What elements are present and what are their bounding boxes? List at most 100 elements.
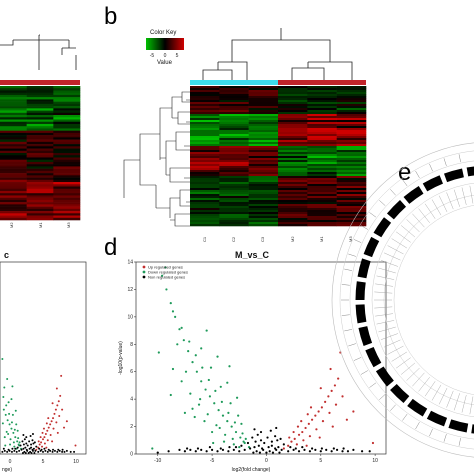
data-point bbox=[252, 451, 255, 454]
data-point bbox=[306, 413, 309, 416]
heatmap-cell bbox=[190, 168, 220, 171]
data-point bbox=[8, 412, 11, 415]
data-point bbox=[34, 449, 37, 452]
heatmap-cell bbox=[53, 213, 81, 216]
circos-tick bbox=[406, 219, 420, 233]
data-point bbox=[191, 361, 194, 364]
data-point bbox=[184, 370, 188, 373]
heatmap-cell bbox=[248, 198, 279, 201]
heatmap-cell bbox=[190, 134, 220, 137]
heatmap-cell bbox=[278, 114, 308, 117]
heatmap-cell bbox=[219, 144, 249, 147]
heatmap-cell bbox=[278, 144, 308, 147]
heatmap-cell bbox=[219, 94, 249, 97]
legend-marker-non bbox=[142, 275, 146, 279]
heatmap-cell bbox=[190, 206, 220, 209]
data-point bbox=[231, 437, 234, 441]
heatmap-cell bbox=[278, 180, 308, 183]
heatmap-cell bbox=[190, 148, 220, 151]
heatmap-cell bbox=[0, 126, 27, 129]
circos-tick bbox=[378, 267, 396, 274]
data-point bbox=[43, 442, 46, 445]
data-point bbox=[23, 438, 26, 441]
circos-segment bbox=[422, 175, 444, 192]
heatmap-cell bbox=[0, 197, 27, 201]
heatmap-cell bbox=[0, 86, 27, 89]
heatmap-cell bbox=[219, 206, 249, 209]
heatmap-cell bbox=[278, 96, 308, 99]
data-point bbox=[58, 414, 61, 417]
heatmap-cell bbox=[248, 180, 279, 183]
data-point bbox=[61, 450, 64, 453]
heatmap-cell bbox=[0, 150, 27, 154]
circos-tick bbox=[461, 187, 467, 205]
data-point bbox=[31, 432, 34, 435]
data-point bbox=[328, 411, 331, 414]
data-point bbox=[319, 387, 322, 390]
heatmap-cell bbox=[248, 110, 279, 113]
data-point bbox=[279, 437, 282, 441]
heatmap-cell bbox=[26, 159, 54, 163]
circos-tick bbox=[412, 372, 425, 387]
heatmap-cell bbox=[219, 138, 249, 141]
heatmap-cell bbox=[336, 214, 367, 217]
data-point bbox=[229, 402, 232, 405]
data-point bbox=[60, 374, 63, 377]
data-point bbox=[188, 340, 191, 343]
heatmap-cell bbox=[53, 128, 81, 131]
heatmap-cell bbox=[278, 188, 308, 191]
heatmap-cell bbox=[190, 154, 220, 157]
heatmap-cell bbox=[336, 118, 367, 121]
data-point bbox=[44, 449, 47, 452]
data-point bbox=[56, 431, 59, 434]
heatmap-cell bbox=[0, 173, 27, 176]
heatmap-cell bbox=[307, 136, 337, 139]
circos-tick bbox=[353, 239, 362, 243]
plot-frame bbox=[135, 261, 387, 455]
heatmap-cell bbox=[278, 202, 308, 205]
data-point bbox=[309, 406, 313, 409]
heatmap-cell bbox=[0, 135, 27, 138]
data-point bbox=[244, 437, 247, 441]
heatmap-cell bbox=[0, 182, 27, 185]
legend-marker-down bbox=[142, 270, 146, 274]
heatmap-cell bbox=[307, 134, 337, 137]
heatmap-cell bbox=[26, 177, 54, 181]
heatmap-cell bbox=[0, 139, 27, 143]
data-point bbox=[59, 394, 62, 397]
heatmap-cell bbox=[336, 208, 367, 211]
heatmap-cell bbox=[307, 194, 337, 197]
heatmap-cell bbox=[248, 88, 279, 91]
heatmap-cell bbox=[278, 176, 308, 179]
circos-segment bbox=[357, 258, 371, 279]
data-point bbox=[334, 403, 338, 406]
data-point bbox=[246, 441, 250, 445]
heatmap-cell bbox=[278, 220, 308, 223]
data-point bbox=[234, 430, 238, 434]
heatmap-cell bbox=[307, 124, 337, 127]
heatmap-cell bbox=[26, 128, 54, 131]
data-point bbox=[251, 436, 254, 439]
heatmap-cell bbox=[248, 182, 279, 185]
data-point bbox=[157, 351, 160, 354]
heatmap-cell bbox=[26, 217, 54, 221]
heatmap-cell bbox=[190, 178, 220, 181]
circos-tick bbox=[458, 437, 461, 446]
data-point bbox=[65, 449, 68, 452]
data-point bbox=[7, 448, 10, 451]
data-point bbox=[296, 425, 300, 428]
data-point bbox=[278, 451, 281, 454]
data-point bbox=[7, 432, 10, 435]
data-point bbox=[47, 417, 50, 420]
data-point bbox=[47, 448, 50, 451]
heatmap-cell bbox=[190, 104, 220, 107]
heatmap-cell bbox=[248, 206, 279, 209]
sample-label: M3 bbox=[66, 222, 71, 228]
data-point bbox=[169, 302, 172, 305]
panel-letter-e: e bbox=[398, 159, 411, 186]
color-key-tick: -5 bbox=[150, 53, 155, 59]
data-point bbox=[16, 429, 19, 432]
heatmap-cell bbox=[307, 132, 337, 135]
data-point bbox=[234, 446, 238, 449]
